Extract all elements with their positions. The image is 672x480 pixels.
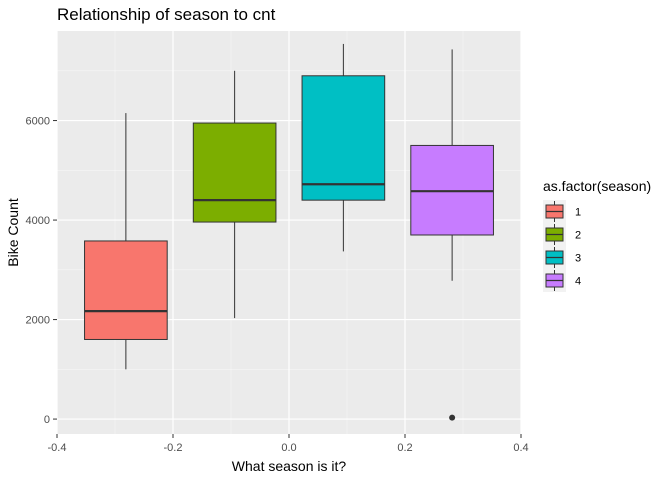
- x-tick-label: 0.2: [397, 442, 412, 454]
- legend-key-season-4: [543, 269, 566, 292]
- x-tick-label: -0.2: [164, 442, 183, 454]
- boxes: [84, 43, 494, 421]
- legend-key-season-2: [543, 223, 566, 246]
- legend-label: 4: [575, 276, 581, 288]
- x-tick-label: 0.0: [281, 442, 296, 454]
- y-axis-title: Bike Count: [5, 198, 21, 267]
- box-season-2: [192, 70, 277, 319]
- x-tick-label: 0.4: [513, 442, 528, 454]
- y-tick-label: 0: [44, 414, 50, 426]
- y-tick-label: 2000: [26, 315, 50, 327]
- box-season-3: [301, 43, 386, 252]
- major-gridlines: [56, 31, 522, 434]
- y-axis: 0 2000 4000 6000: [26, 116, 57, 426]
- legend-label: 2: [575, 230, 581, 242]
- outlier-point: [449, 414, 456, 421]
- iqr-box: [84, 240, 168, 340]
- box-season-1: [84, 113, 168, 370]
- x-axis-title: What season is it?: [232, 458, 347, 474]
- legend-label: 1: [575, 207, 581, 219]
- x-axis: -0.4 -0.2 0.0 0.2 0.4: [48, 434, 529, 454]
- legend-title: as.factor(season): [543, 178, 651, 194]
- iqr-box: [192, 122, 277, 223]
- legend-key-season-3: [543, 246, 566, 269]
- iqr-box: [301, 75, 386, 201]
- x-tick-label: -0.4: [48, 442, 67, 454]
- y-tick-label: 6000: [26, 116, 50, 128]
- box-season-4: [410, 49, 494, 421]
- chart-title: Relationship of season to cnt: [57, 5, 276, 24]
- legend-label: 3: [575, 253, 581, 265]
- legend: as.factor(season) 1 2 3 4: [543, 178, 651, 292]
- legend-key-season-1: [543, 200, 566, 223]
- y-tick-label: 4000: [26, 215, 50, 227]
